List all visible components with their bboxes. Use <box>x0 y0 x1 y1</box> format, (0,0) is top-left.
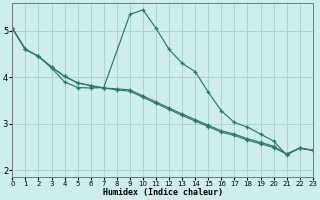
X-axis label: Humidex (Indice chaleur): Humidex (Indice chaleur) <box>102 188 222 197</box>
